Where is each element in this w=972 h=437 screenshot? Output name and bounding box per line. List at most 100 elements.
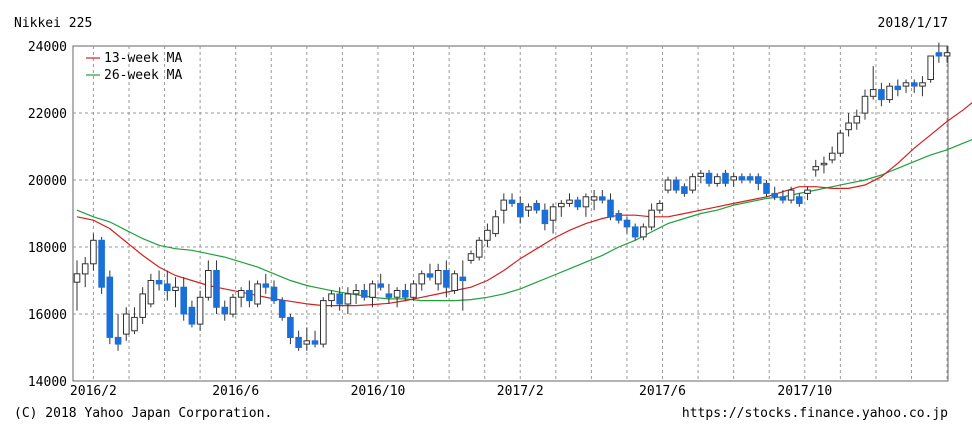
- candle-up: [812, 166, 820, 171]
- candle-up: [656, 202, 664, 211]
- candle-up: [393, 290, 401, 298]
- candle-up: [648, 209, 655, 228]
- candles-group: [73, 42, 951, 351]
- candle-up: [229, 296, 237, 315]
- candle-up: [434, 270, 442, 285]
- candle-down: [361, 290, 368, 298]
- x-tick-label: 2016/10: [351, 384, 406, 399]
- candle-up: [320, 300, 327, 345]
- candle-up: [492, 216, 499, 235]
- candle-up: [869, 89, 877, 97]
- candle-down: [270, 286, 278, 302]
- candle-down: [746, 176, 754, 181]
- y-axis: 14000 16000 18000 20000 22000 24000: [28, 40, 67, 390]
- x-tick-label: 2017/10: [777, 384, 832, 399]
- candle-down: [574, 199, 582, 208]
- ma26-line: [76, 138, 972, 302]
- candle-up: [344, 293, 352, 305]
- candle-up: [90, 239, 97, 265]
- chart-date: 2018/1/17: [877, 16, 948, 31]
- candle-down: [615, 213, 623, 221]
- y-tick-label: 14000: [28, 375, 67, 390]
- candle-up: [172, 286, 179, 292]
- y-tick-label: 24000: [28, 40, 67, 55]
- candle-down: [911, 82, 918, 87]
- candle-up: [845, 122, 852, 131]
- candle-up: [697, 172, 705, 178]
- candle-down: [631, 226, 639, 238]
- candle-up: [664, 179, 672, 191]
- candle-up: [254, 283, 261, 305]
- candle-up: [943, 52, 951, 57]
- ma13-line: [76, 101, 972, 307]
- candle-up: [328, 293, 335, 302]
- source-url: https://stocks.finance.yahoo.co.jp: [681, 406, 948, 421]
- candle-up: [369, 283, 376, 298]
- grid-lines: [73, 46, 948, 381]
- candle-up: [205, 270, 212, 298]
- candle-up: [886, 85, 893, 101]
- candle-down: [262, 283, 270, 288]
- candle-down: [426, 273, 434, 278]
- candle-up: [410, 283, 417, 298]
- y-tick-label: 22000: [28, 107, 67, 122]
- x-tick-label: 2016/2: [70, 384, 117, 399]
- candle-up: [196, 296, 204, 325]
- candle-up: [131, 316, 138, 332]
- candle-down: [894, 85, 902, 91]
- candle-up: [500, 199, 508, 211]
- x-tick-label: 2017/2: [497, 384, 544, 399]
- candle-up: [525, 206, 532, 211]
- candle-down: [705, 172, 713, 184]
- candle-down: [607, 199, 614, 218]
- candle-down: [221, 306, 229, 315]
- candle-up: [640, 226, 647, 238]
- candle-up: [919, 82, 926, 87]
- candle-down: [878, 89, 885, 101]
- candle-up: [237, 290, 245, 298]
- candle-down: [722, 172, 729, 184]
- candle-up: [352, 290, 360, 295]
- candle-down: [681, 186, 688, 194]
- candle-up: [853, 115, 861, 124]
- candle-up: [927, 55, 935, 80]
- candle-up: [475, 239, 483, 258]
- candle-down: [336, 293, 343, 305]
- candle-down: [508, 199, 516, 204]
- candle-up: [590, 196, 598, 201]
- candle-up: [820, 162, 828, 166]
- candle-up: [558, 202, 565, 208]
- candle-down: [763, 182, 770, 194]
- candle-down: [180, 286, 187, 315]
- candle-down: [541, 209, 549, 225]
- candle-up: [902, 82, 910, 87]
- candle-down: [779, 196, 787, 201]
- x-tick-label: 2016/6: [212, 384, 259, 399]
- candle-up: [418, 273, 426, 285]
- candle-down: [771, 192, 779, 198]
- candle-down: [755, 176, 762, 184]
- chart-title: Nikkei 225: [14, 16, 93, 31]
- candle-up: [582, 196, 590, 208]
- ma26-line-group: [76, 138, 972, 302]
- candle-up: [730, 176, 738, 181]
- candle-down: [188, 306, 196, 325]
- candle-down: [106, 276, 114, 338]
- x-axis: 2016/2 2016/6 2016/10 2017/2 2017/6 2017/10: [70, 384, 832, 399]
- candle-down: [796, 196, 803, 205]
- candle-up: [451, 273, 458, 291]
- candle-up: [81, 263, 89, 275]
- candle-up: [804, 189, 811, 194]
- candle-up: [484, 229, 491, 241]
- candle-up: [467, 253, 475, 261]
- candle-up: [123, 313, 130, 335]
- legend-ma13-label: 13-week MA: [104, 51, 182, 66]
- candle-down: [672, 179, 680, 191]
- legend-ma26-label: 26-week MA: [104, 68, 182, 83]
- candle-up: [303, 340, 311, 345]
- copyright: (C) 2018 Yahoo Japan Corporation.: [14, 406, 273, 421]
- ma13-line-group: [76, 101, 972, 307]
- candle-down: [402, 290, 409, 298]
- x-tick-label: 2017/6: [639, 384, 686, 399]
